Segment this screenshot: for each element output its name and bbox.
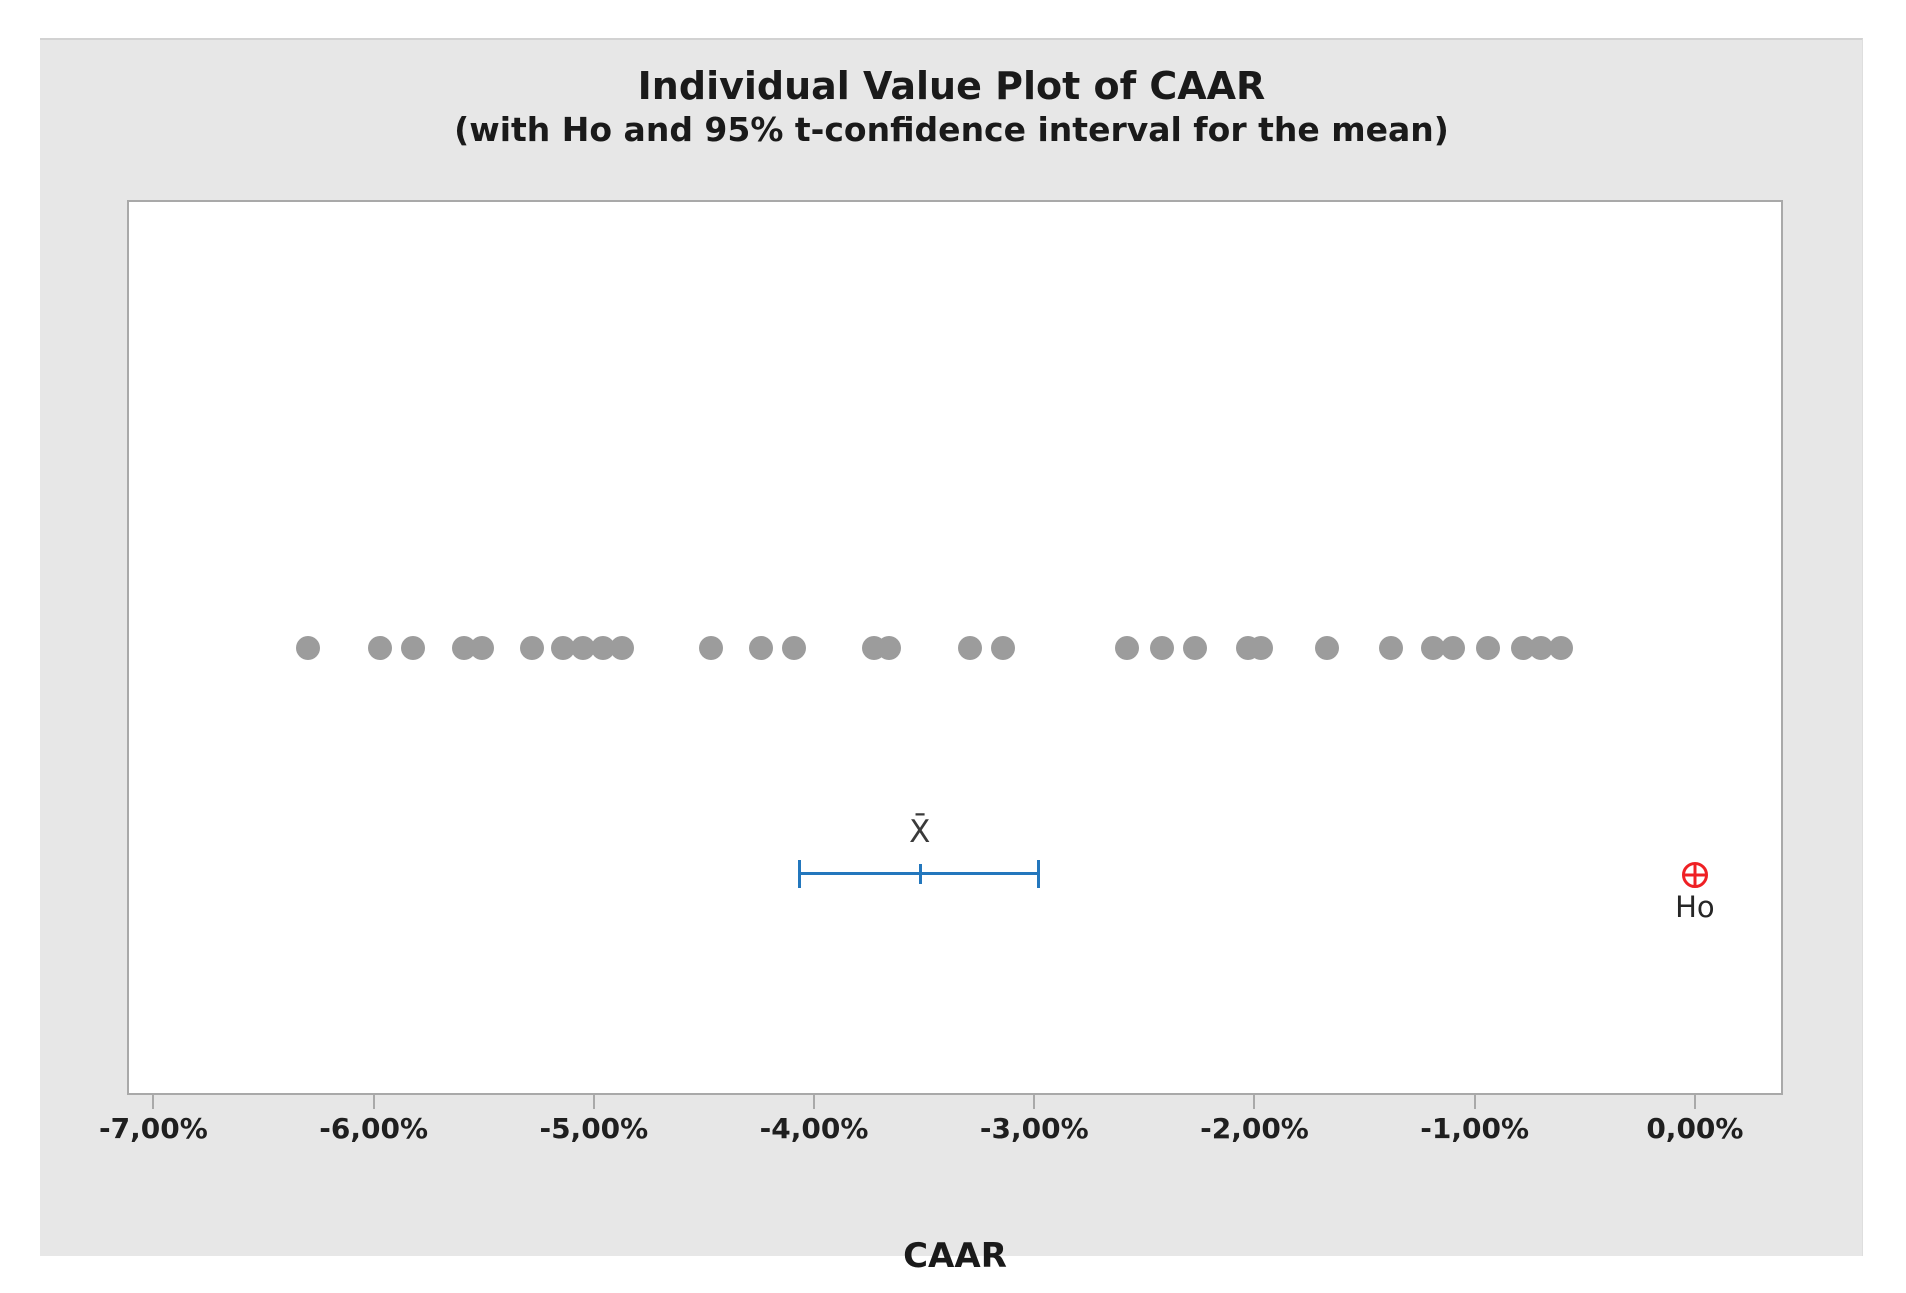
data-point — [1548, 636, 1573, 660]
confidence-interval-line — [798, 872, 1039, 875]
data-point — [295, 636, 320, 660]
data-point — [876, 636, 901, 660]
data-point — [610, 636, 635, 660]
null-hypothesis-label: Ho — [1675, 890, 1715, 924]
x-axis-title: CAAR — [903, 1236, 1007, 1276]
data-point — [1440, 636, 1465, 660]
x-axis-tick-label: -5,00% — [539, 1112, 649, 1145]
data-point — [1379, 636, 1404, 660]
chart-subtitle: (with Ho and 95% t-confidence interval f… — [454, 110, 1449, 149]
data-point — [368, 636, 393, 660]
x-axis-tick-label: -7,00% — [99, 1112, 208, 1145]
chart-title: Individual Value Plot of CAAR — [637, 64, 1266, 108]
data-point — [958, 636, 983, 660]
data-point — [1249, 636, 1274, 660]
confidence-interval-upper-cap — [1036, 860, 1040, 888]
data-point — [1475, 636, 1500, 660]
data-point — [782, 636, 807, 660]
x-axis-tick-label: -4,00% — [759, 1112, 869, 1145]
data-point — [991, 636, 1016, 660]
x-axis-tick — [152, 1095, 155, 1109]
x-axis-tick-label: 0,00% — [1646, 1112, 1744, 1145]
x-axis-tick — [372, 1095, 375, 1109]
x-axis-tick — [592, 1095, 595, 1109]
x-axis-tick-label: -3,00% — [979, 1112, 1089, 1145]
x-axis-tick-label: -6,00% — [319, 1112, 428, 1145]
confidence-interval-lower-cap — [797, 860, 801, 888]
x-axis-tick — [1253, 1095, 1256, 1109]
data-point — [1183, 636, 1208, 660]
data-point — [1114, 636, 1139, 660]
x-axis-tick-label: -2,00% — [1200, 1112, 1309, 1145]
data-point — [1315, 636, 1340, 660]
data-point — [520, 636, 545, 660]
mean-label: X̄ — [909, 814, 931, 850]
data-point — [1150, 636, 1174, 660]
x-axis-tick — [1033, 1095, 1036, 1109]
x-axis-tick — [1693, 1095, 1696, 1109]
data-point — [749, 636, 774, 660]
x-axis-tick — [813, 1095, 816, 1109]
data-point — [469, 636, 494, 660]
data-point — [401, 636, 426, 660]
x-axis-tick-label: -1,00% — [1420, 1112, 1530, 1145]
data-point — [698, 636, 723, 660]
x-axis-tick — [1473, 1095, 1476, 1109]
confidence-interval-mean-tick — [918, 864, 922, 884]
null-hypothesis-marker — [1681, 862, 1708, 888]
